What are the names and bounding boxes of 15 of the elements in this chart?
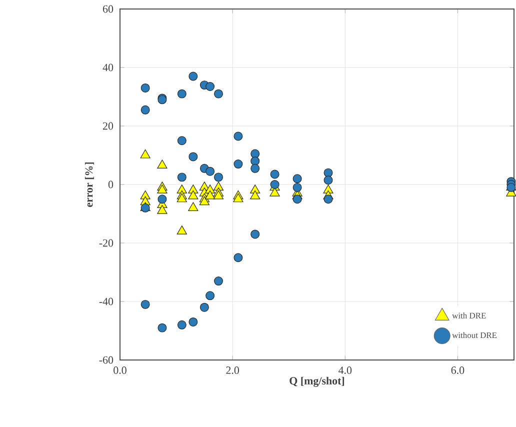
y-axis-title: error [%]: [84, 162, 94, 207]
y-tick-label: 40: [102, 64, 114, 72]
y-tick-label: -40: [99, 298, 114, 306]
y-tick-label: -20: [99, 239, 114, 247]
legend-label: with DRE: [452, 312, 486, 318]
legend-label: without DRE: [452, 332, 497, 338]
x-tick-label: 6.0: [451, 366, 464, 374]
y-tick-label: 0: [108, 180, 114, 188]
y-tick-label: 20: [103, 122, 114, 130]
x-tick-label: 0.0: [114, 366, 126, 374]
y-tick-label: 60: [103, 5, 114, 13]
x-tick-label: 4.0: [338, 366, 352, 374]
x-tick-label: 2.0: [226, 366, 240, 374]
x-axis-title: Q [mg/shot]: [290, 376, 344, 387]
y-tick-label: -60: [99, 356, 114, 364]
